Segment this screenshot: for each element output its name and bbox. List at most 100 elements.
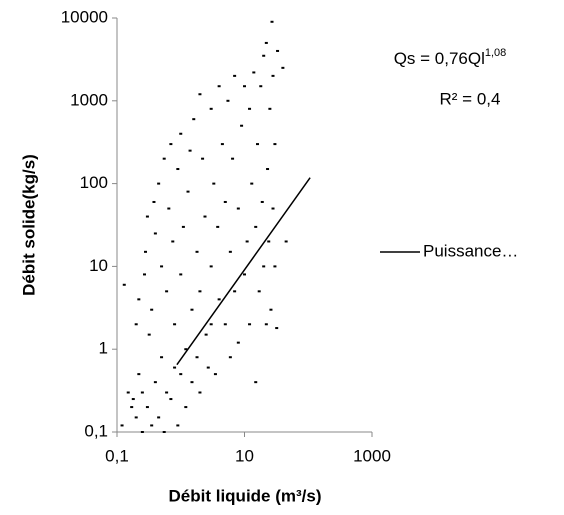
point	[262, 54, 266, 57]
point	[176, 168, 180, 171]
point	[228, 356, 232, 359]
point	[153, 232, 157, 235]
point	[145, 215, 149, 218]
point	[217, 298, 221, 301]
point	[173, 323, 177, 326]
point	[252, 71, 256, 74]
equation-text: Qs = 0,76Ql	[394, 49, 485, 68]
point	[264, 323, 268, 326]
point	[198, 290, 202, 293]
point	[198, 391, 202, 394]
point	[130, 406, 134, 409]
point	[209, 107, 213, 110]
point	[144, 250, 148, 253]
point	[122, 283, 126, 286]
point	[248, 323, 252, 326]
y-tick-label: 0,1	[84, 421, 108, 440]
point	[157, 182, 161, 185]
point	[213, 373, 217, 376]
point	[198, 93, 202, 96]
point	[131, 398, 135, 401]
point	[150, 308, 154, 311]
point	[223, 323, 227, 326]
y-tick-label: 1	[99, 339, 108, 358]
point	[275, 327, 279, 330]
point	[162, 157, 166, 160]
point	[184, 406, 188, 409]
point	[145, 406, 149, 409]
point	[137, 298, 141, 301]
point	[271, 74, 275, 77]
point	[223, 200, 227, 203]
point	[231, 157, 235, 160]
point	[212, 182, 216, 185]
point	[126, 391, 130, 394]
point	[165, 290, 169, 293]
point	[233, 290, 237, 293]
point	[226, 99, 230, 102]
point	[271, 207, 275, 210]
point	[259, 85, 263, 88]
x-axis-title: Débit liquide (m³/s)	[169, 486, 322, 505]
point	[273, 143, 277, 146]
point	[171, 240, 175, 243]
point	[269, 308, 273, 311]
point	[216, 225, 220, 228]
point	[134, 416, 138, 419]
point	[240, 124, 244, 127]
point	[206, 366, 210, 369]
point	[262, 265, 266, 268]
point	[201, 157, 205, 160]
point	[186, 190, 190, 193]
point	[160, 356, 164, 359]
point	[157, 416, 161, 419]
point	[195, 250, 199, 253]
point	[257, 290, 261, 293]
equation-exponent: 1,08	[485, 47, 506, 59]
point	[245, 240, 249, 243]
y-tick-label: 100	[80, 173, 108, 192]
legend-label: Puissance…	[423, 241, 518, 260]
point	[162, 431, 166, 433]
point	[243, 273, 246, 276]
point	[233, 74, 237, 77]
point	[160, 265, 164, 268]
point	[120, 424, 124, 427]
point	[152, 200, 156, 203]
point	[268, 107, 272, 110]
point	[228, 250, 232, 253]
point	[260, 200, 264, 203]
point	[147, 333, 151, 336]
point	[167, 207, 171, 210]
point	[176, 424, 180, 427]
point	[190, 308, 194, 311]
point	[204, 333, 208, 336]
point	[273, 265, 277, 268]
point	[220, 143, 224, 146]
point	[284, 240, 288, 243]
y-tick-label: 1000	[70, 90, 108, 109]
point	[281, 66, 285, 69]
point	[140, 391, 144, 394]
point	[276, 49, 280, 52]
point	[217, 85, 221, 88]
y-tick-label: 10000	[61, 7, 108, 26]
y-tick-label: 10	[89, 256, 108, 275]
point	[248, 107, 252, 110]
point	[192, 118, 196, 121]
point	[203, 215, 207, 218]
point	[209, 265, 213, 268]
point	[254, 381, 258, 384]
point	[209, 323, 213, 326]
point	[137, 373, 141, 376]
point	[181, 225, 185, 228]
point	[179, 373, 183, 376]
r-squared: R² = 0,4	[440, 89, 501, 108]
trendline	[176, 177, 311, 366]
y-axis-title: Débit solide(kg/s)	[19, 154, 38, 296]
point	[254, 225, 258, 228]
point	[165, 391, 169, 394]
point	[188, 149, 192, 152]
point	[236, 207, 240, 210]
point	[236, 341, 240, 344]
